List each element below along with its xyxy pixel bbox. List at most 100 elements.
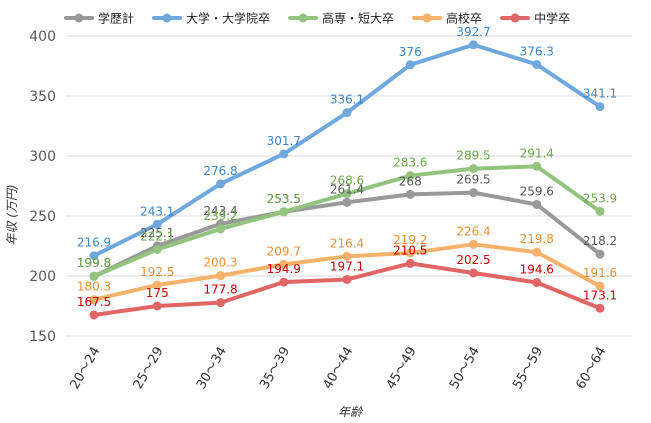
data-label: 269.5 — [456, 173, 490, 187]
data-point — [216, 224, 225, 234]
legend-item: 高校卒 — [412, 11, 482, 26]
data-label: 218.2 — [583, 234, 617, 248]
data-label: 216.9 — [77, 236, 111, 250]
data-label: 259.6 — [520, 184, 554, 198]
data-label: 199.8 — [77, 256, 111, 270]
data-point — [595, 206, 605, 216]
data-label: 173.1 — [583, 288, 617, 302]
data-point — [342, 108, 352, 118]
legend-marker — [422, 13, 432, 23]
data-label: 177.8 — [203, 283, 237, 297]
series-1 — [89, 40, 605, 261]
data-point — [405, 171, 415, 181]
x-axis-title: 年齢 — [338, 405, 364, 419]
data-point — [405, 189, 415, 199]
series-3 — [89, 239, 605, 305]
data-point — [89, 251, 99, 261]
x-tick-label: 45〜49 — [384, 345, 420, 392]
y-tick-label: 400 — [29, 29, 56, 45]
data-point — [532, 199, 542, 209]
data-label: 253.9 — [583, 191, 617, 205]
data-label: 253.5 — [267, 192, 301, 206]
data-point — [469, 164, 478, 174]
legend-marker — [162, 13, 172, 23]
data-label: 191.6 — [583, 266, 617, 280]
y-tick-label: 250 — [29, 209, 56, 225]
legend-item: 中学卒 — [500, 11, 570, 26]
data-labels: 199.8 225.1 243.4 253.5 261.4 268 269.5 259.6 21… — [77, 25, 617, 309]
data-point — [89, 310, 99, 320]
data-label: 336.1 — [330, 93, 364, 107]
data-point — [152, 301, 162, 311]
data-label: 376.3 — [520, 44, 554, 58]
y-axis-title: 年収 (万円) — [5, 184, 19, 245]
legend-marker — [298, 13, 308, 23]
y-tick-label: 300 — [29, 149, 56, 165]
data-point — [152, 244, 162, 254]
series-group — [89, 40, 605, 320]
data-label: 289.5 — [456, 149, 490, 163]
data-label: 243.4 — [203, 204, 237, 218]
legend-marker — [74, 13, 84, 23]
y-tick-label: 350 — [29, 89, 56, 105]
data-point — [342, 251, 352, 261]
data-label: 210.5 — [393, 243, 427, 257]
data-label: 202.5 — [456, 253, 490, 267]
x-tick-label: 55〜59 — [510, 345, 546, 392]
data-point — [469, 268, 478, 278]
data-point — [532, 59, 542, 69]
data-label: 301.7 — [267, 134, 301, 148]
data-label: 239.2 — [203, 209, 237, 223]
data-point — [89, 295, 99, 305]
data-point — [469, 40, 478, 50]
data-point — [152, 219, 162, 229]
y-axis: 150 200 250 300 350 400 — [29, 29, 56, 345]
data-point — [405, 60, 415, 70]
legend-label: 学歴計 — [98, 11, 134, 26]
data-label: 199.8 — [77, 256, 111, 270]
data-label: 392.7 — [456, 25, 490, 39]
data-point — [405, 248, 415, 258]
x-tick-label: 35〜39 — [257, 345, 293, 392]
legend-label: 大学・大学院卒 — [186, 11, 270, 26]
x-tick-label: 60〜64 — [573, 345, 609, 392]
data-label: 261.4 — [330, 182, 364, 196]
data-label: 291.4 — [520, 146, 554, 160]
data-label: 175 — [146, 286, 169, 300]
data-point — [279, 207, 289, 217]
x-tick-label: 40〜44 — [320, 345, 356, 392]
x-tick-label: 50〜54 — [447, 345, 483, 392]
legend: 学歴計 大学・大学院卒 高専・短大卒 高校卒 中学卒 — [64, 11, 570, 26]
data-label: 268.6 — [330, 174, 364, 188]
data-point — [595, 102, 605, 112]
data-label: 226.4 — [456, 224, 490, 238]
data-point — [469, 188, 478, 198]
data-label: 341.1 — [583, 87, 617, 101]
data-label: 192.5 — [140, 265, 174, 279]
data-label: 194.6 — [520, 262, 554, 276]
data-point — [279, 277, 289, 287]
legend-item: 大学・大学院卒 — [152, 11, 270, 26]
data-point — [216, 298, 225, 308]
data-point — [216, 271, 225, 281]
data-label: 222.1 — [140, 229, 174, 243]
legend-label: 高専・短大卒 — [322, 11, 394, 26]
data-label: 216.4 — [330, 236, 364, 250]
data-label: 167.5 — [77, 295, 111, 309]
data-point — [532, 161, 542, 171]
data-point — [279, 259, 289, 269]
data-point — [595, 281, 605, 291]
data-point — [342, 197, 352, 207]
data-label: 276.8 — [203, 164, 237, 178]
x-tick-label: 30〜34 — [194, 345, 230, 392]
data-label: 180.3 — [77, 280, 111, 294]
data-point — [342, 274, 352, 284]
data-label: 225.1 — [140, 226, 174, 240]
series-2 — [89, 161, 605, 281]
data-point — [595, 249, 605, 259]
data-label: 197.1 — [330, 259, 364, 273]
legend-label: 中学卒 — [534, 11, 570, 26]
data-point — [152, 280, 162, 290]
